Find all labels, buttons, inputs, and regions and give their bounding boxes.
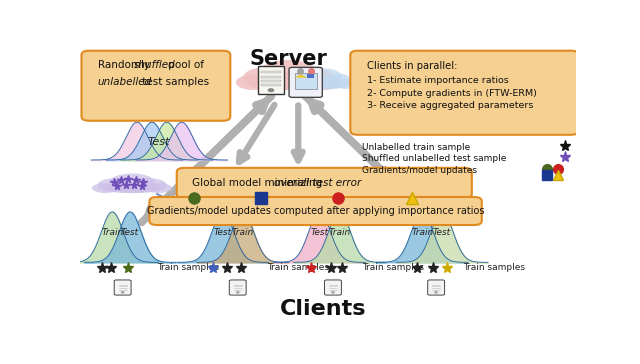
FancyBboxPatch shape: [289, 67, 323, 97]
Text: Randomly: Randomly: [98, 60, 153, 71]
Ellipse shape: [92, 183, 118, 193]
Ellipse shape: [306, 78, 333, 89]
FancyBboxPatch shape: [428, 280, 445, 295]
Ellipse shape: [243, 67, 291, 89]
Text: Test: Test: [310, 228, 328, 237]
Text: Train samples: Train samples: [463, 264, 525, 272]
Text: Test: Test: [433, 228, 451, 237]
Ellipse shape: [109, 174, 155, 191]
Ellipse shape: [324, 74, 351, 88]
Bar: [261, 84, 281, 86]
FancyBboxPatch shape: [350, 51, 579, 135]
Ellipse shape: [296, 79, 316, 89]
Ellipse shape: [307, 75, 340, 90]
Ellipse shape: [259, 60, 318, 87]
Bar: [261, 76, 281, 78]
Ellipse shape: [146, 183, 172, 193]
Text: Global model minimizing: Global model minimizing: [191, 178, 325, 188]
Text: Gradients/model updates: Gradients/model updates: [362, 166, 477, 175]
Ellipse shape: [300, 74, 327, 88]
Text: Shuffled unlabelled test sample: Shuffled unlabelled test sample: [362, 154, 506, 163]
Ellipse shape: [286, 67, 334, 89]
Ellipse shape: [336, 79, 355, 89]
Text: Unlabelled train sample: Unlabelled train sample: [362, 143, 470, 152]
Bar: [261, 80, 281, 82]
Ellipse shape: [308, 68, 342, 87]
Ellipse shape: [122, 182, 158, 193]
Text: overall test error: overall test error: [274, 178, 361, 188]
Ellipse shape: [275, 74, 323, 90]
Bar: [307, 74, 314, 78]
Text: test samples: test samples: [138, 77, 209, 87]
Text: Train: Train: [328, 228, 351, 237]
Text: 1- Estimate importance ratios: 1- Estimate importance ratios: [367, 76, 508, 85]
Ellipse shape: [318, 78, 345, 89]
Text: shuffled: shuffled: [134, 60, 176, 71]
Text: Gradients/model updates computed after applying importance ratios: Gradients/model updates computed after a…: [147, 206, 484, 216]
FancyBboxPatch shape: [177, 168, 472, 198]
FancyBboxPatch shape: [324, 280, 341, 295]
Ellipse shape: [268, 77, 308, 90]
FancyBboxPatch shape: [114, 280, 131, 295]
Ellipse shape: [254, 74, 302, 90]
Text: Test: Test: [121, 228, 139, 237]
Text: Test: Test: [147, 137, 170, 147]
Circle shape: [435, 292, 438, 293]
Text: Train: Train: [101, 228, 124, 237]
Text: Server: Server: [250, 49, 327, 69]
Ellipse shape: [117, 185, 147, 193]
Text: Clients in parallel:: Clients in parallel:: [367, 61, 457, 71]
Text: 3- Receive aggregated parameters: 3- Receive aggregated parameters: [367, 102, 533, 110]
Text: Train samples: Train samples: [157, 264, 219, 272]
Ellipse shape: [236, 75, 270, 90]
Ellipse shape: [97, 178, 134, 192]
Text: Test: Test: [214, 228, 232, 237]
Text: Train: Train: [411, 228, 433, 237]
Text: Train samples: Train samples: [268, 264, 330, 272]
Polygon shape: [294, 74, 307, 78]
Bar: [261, 71, 281, 73]
Circle shape: [121, 292, 124, 293]
Circle shape: [332, 292, 335, 293]
Circle shape: [268, 88, 274, 92]
FancyBboxPatch shape: [81, 51, 230, 121]
Circle shape: [236, 292, 239, 293]
FancyBboxPatch shape: [150, 197, 482, 225]
Text: 2- Compute gradients in (FTW-ERM): 2- Compute gradients in (FTW-ERM): [367, 88, 536, 98]
Ellipse shape: [131, 178, 167, 192]
Text: Clients: Clients: [280, 299, 366, 319]
Ellipse shape: [314, 80, 337, 89]
Text: unlabelled: unlabelled: [98, 77, 152, 87]
FancyBboxPatch shape: [258, 66, 284, 94]
Ellipse shape: [106, 182, 143, 193]
Text: Train: Train: [232, 228, 254, 237]
Text: pool of: pool of: [165, 60, 204, 71]
Bar: [295, 72, 317, 89]
FancyBboxPatch shape: [229, 280, 246, 295]
Text: Train samples: Train samples: [362, 264, 424, 272]
